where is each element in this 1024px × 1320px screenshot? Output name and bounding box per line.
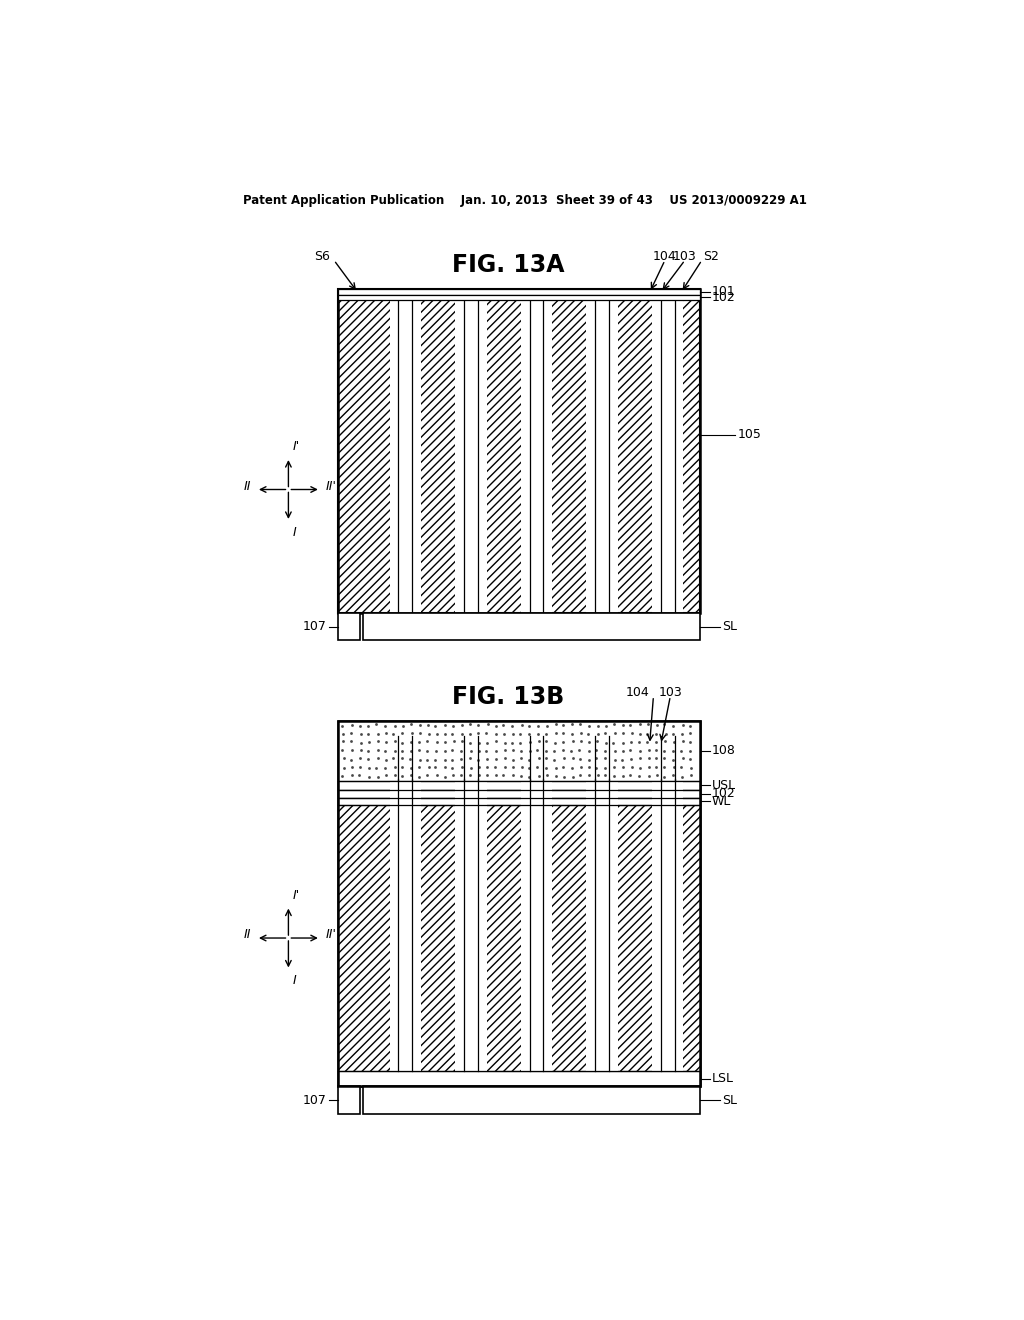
Bar (339, 1071, 700, 1086)
Text: SL: SL (722, 1093, 737, 1106)
Text: 102: 102 (712, 787, 735, 800)
Text: I: I (293, 525, 297, 539)
Bar (339, 721, 700, 1086)
Text: 104: 104 (626, 685, 649, 698)
Bar (339, 612, 360, 640)
Text: II: II (244, 480, 252, 492)
Text: II': II' (326, 928, 336, 941)
Bar (339, 780, 700, 789)
Bar (364, 1086, 700, 1114)
Bar (339, 289, 700, 612)
Bar (587, 805, 617, 1071)
Text: I: I (293, 974, 297, 987)
Bar (587, 780, 617, 805)
Bar (455, 780, 486, 805)
Bar (389, 289, 421, 612)
Bar (339, 721, 700, 780)
Text: 103: 103 (658, 685, 682, 698)
Bar (339, 289, 700, 612)
Bar (455, 289, 486, 612)
Text: S6: S6 (314, 249, 330, 263)
Text: 101: 101 (712, 285, 735, 298)
Bar (652, 805, 683, 1071)
Bar (521, 289, 552, 612)
Bar (389, 780, 421, 805)
Text: 107: 107 (303, 620, 327, 634)
Text: 107: 107 (303, 1093, 327, 1106)
Text: 108: 108 (712, 744, 736, 758)
Bar (364, 612, 700, 640)
Text: 102: 102 (712, 290, 735, 304)
Text: Patent Application Publication    Jan. 10, 2013  Sheet 39 of 43    US 2013/00092: Patent Application Publication Jan. 10, … (243, 194, 807, 207)
Bar (455, 805, 486, 1071)
Bar (521, 805, 552, 1071)
Text: I': I' (293, 888, 300, 902)
Text: II': II' (326, 480, 336, 492)
Text: 104: 104 (653, 249, 677, 263)
Bar (587, 289, 617, 612)
Text: S2: S2 (703, 249, 720, 263)
Text: SL: SL (722, 620, 737, 634)
Text: I': I' (293, 441, 300, 453)
Text: FIG. 13B: FIG. 13B (452, 685, 564, 709)
Text: 105: 105 (737, 428, 761, 441)
Bar (521, 780, 552, 805)
Text: 103: 103 (673, 249, 697, 263)
Bar (652, 780, 683, 805)
Text: USL: USL (712, 779, 736, 792)
Bar (389, 805, 421, 1071)
Bar (339, 1086, 360, 1114)
Bar (339, 294, 700, 300)
Text: LSL: LSL (712, 1072, 734, 1085)
Text: II: II (244, 928, 252, 941)
Bar (339, 805, 700, 1071)
Bar (339, 797, 700, 805)
Bar (652, 289, 683, 612)
Bar (339, 721, 700, 1086)
Bar (339, 789, 700, 797)
Bar (339, 289, 700, 294)
Text: WL: WL (712, 795, 731, 808)
Text: FIG. 13A: FIG. 13A (452, 252, 564, 277)
